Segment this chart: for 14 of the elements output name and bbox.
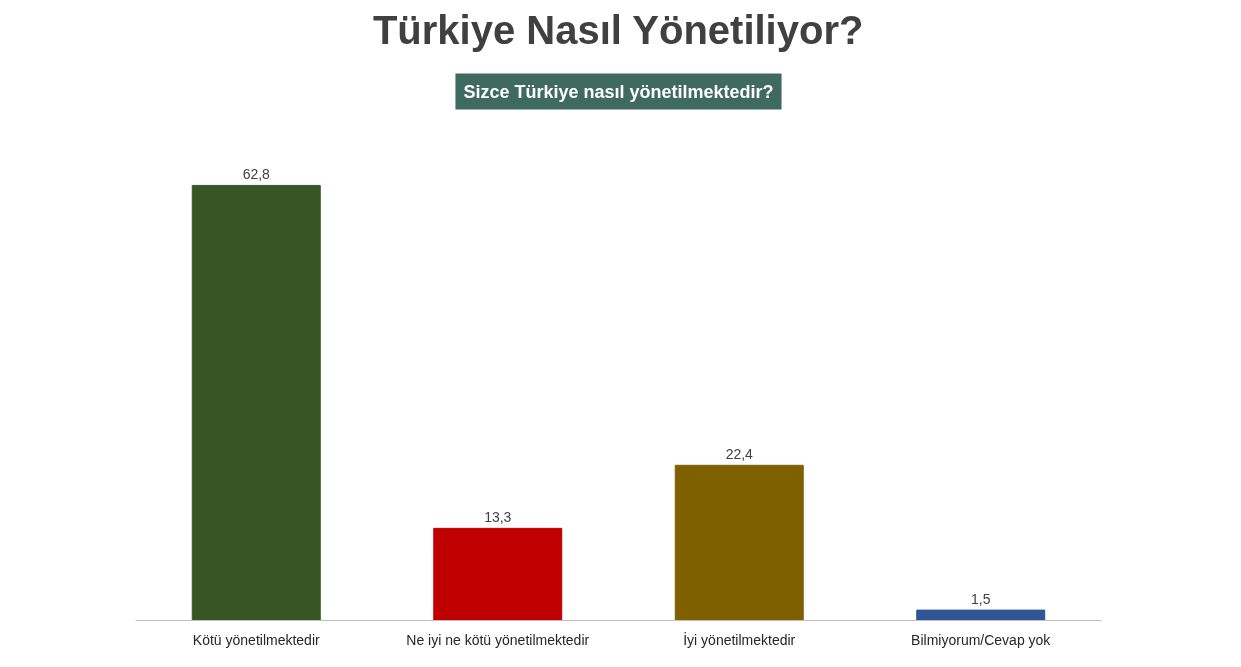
- bar: [916, 609, 1046, 621]
- x-tick-label: İyi yönetilmektedir: [683, 630, 796, 648]
- data-label: 22,4: [725, 446, 754, 463]
- data-label: 13,3: [484, 509, 512, 526]
- data-label: 62,8: [242, 166, 271, 183]
- data-label: 1,5: [971, 591, 991, 608]
- bar: [674, 464, 804, 621]
- chart-title: Türkiye Nasıl Yönetiliyor?: [372, 7, 864, 52]
- bar: [433, 527, 563, 621]
- chart-subtitle: Sizce Türkiye nasıl yönetilmektedir?: [463, 81, 774, 102]
- x-tick-label: Ne iyi ne kötü yönetilmektedir: [406, 631, 590, 648]
- bar: [191, 184, 321, 621]
- x-tick-label: Kötü yönetilmektedir: [192, 631, 321, 648]
- x-tick-label: Bilmiyorum/Cevap yok: [911, 631, 1052, 648]
